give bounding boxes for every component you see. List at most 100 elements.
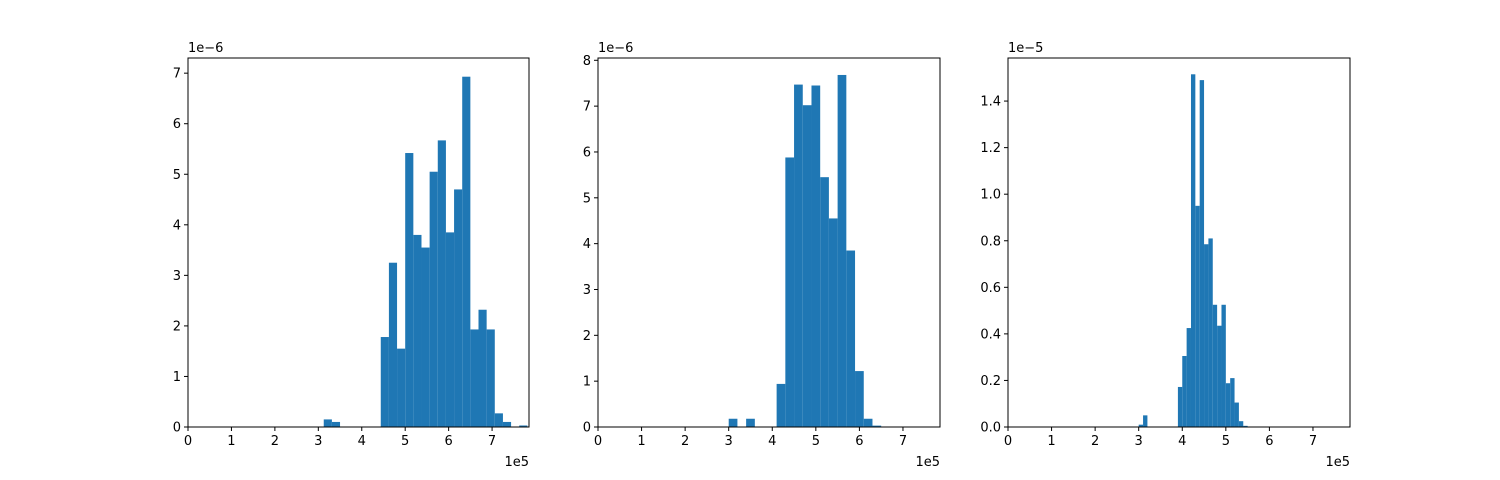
x-tick-label: 0: [1004, 434, 1012, 449]
histogram-bar: [863, 418, 873, 427]
histogram-bar: [454, 189, 463, 427]
histogram-bar: [728, 418, 738, 427]
y-offset-label: 1e−6: [188, 41, 223, 56]
histogram-bar: [445, 232, 455, 427]
histogram-bar: [820, 177, 829, 427]
x-offset-label: 1e5: [915, 455, 940, 470]
histogram-bar: [811, 85, 821, 427]
x-tick-label: 2: [271, 434, 279, 449]
histogram-bar: [785, 157, 795, 428]
x-tick-label: 5: [812, 434, 820, 449]
x-tick-label: 5: [401, 434, 409, 449]
histogram-bar: [1238, 421, 1244, 427]
histogram-bar: [1217, 325, 1222, 427]
y-tick-label: 0.6: [980, 281, 1001, 296]
histogram-bar: [413, 234, 422, 427]
y-tick-label: 1.4: [980, 95, 1001, 110]
histogram-bar: [502, 421, 512, 427]
histogram-bar: [437, 140, 446, 427]
histogram-bar: [470, 329, 479, 427]
x-tick-label: 0: [184, 434, 192, 449]
y-tick-label: 0.4: [980, 327, 1001, 342]
x-tick-label: 6: [1265, 434, 1273, 449]
histogram-bar: [746, 418, 755, 427]
histogram-bar: [1177, 386, 1183, 427]
y-tick-label: 1: [173, 370, 181, 385]
x-tick-label: 3: [314, 434, 322, 449]
histogram-bar: [794, 84, 803, 427]
histogram-bar: [855, 371, 864, 427]
x-tick-label: 0: [594, 434, 602, 449]
x-tick-label: 6: [855, 434, 863, 449]
x-tick-label: 1: [227, 434, 235, 449]
histogram-bar: [380, 337, 389, 427]
histogram-bar: [1208, 238, 1213, 427]
chart-panel-1: 0 1 2 3 4 5 6 7 0 1 2 3 4 5 6 7 1e−6 1e5: [173, 41, 530, 470]
histogram-bar: [1212, 304, 1218, 427]
y-offset-label: 1e−5: [1008, 41, 1043, 56]
histogram-bar: [1221, 304, 1226, 427]
x-tick-label: 1: [1047, 434, 1055, 449]
chart-panel-3: 0 1 2 3 4 5 6 7 0.0 0.2 0.4 0.6 0.8 1.0 1.2 1.4 1e−5 1e5: [980, 41, 1351, 470]
x-tick-label: 6: [444, 434, 452, 449]
histogram-bar: [1234, 402, 1239, 427]
y-tick-label: 2: [173, 319, 181, 334]
axes-frame: [187, 57, 530, 428]
x-offset-label: 1e5: [1325, 455, 1350, 470]
histogram-bar: [494, 413, 503, 427]
x-tick-label: 2: [681, 434, 689, 449]
y-tick-label: 3: [583, 283, 591, 298]
histogram-bar: [388, 262, 398, 427]
histogram-bars: [1138, 74, 1248, 427]
x-tick-label: 4: [1178, 434, 1186, 449]
axes-frame: [597, 57, 941, 428]
histogram-bar: [1138, 424, 1144, 427]
histogram-bar: [478, 309, 487, 427]
y-tick-label: 0.2: [980, 374, 1001, 389]
histogram-bar: [429, 171, 438, 427]
y-offset-label: 1e−6: [598, 41, 633, 56]
axes-frame: [1007, 57, 1351, 428]
y-tick-label: 6: [583, 145, 591, 160]
histogram-bar: [1243, 425, 1248, 427]
y-tick-label: 5: [173, 168, 181, 183]
y-tick-label: 0: [583, 421, 591, 436]
y-tick-label: 1: [583, 375, 591, 390]
histogram-bar: [486, 329, 495, 427]
histogram-bar: [802, 105, 812, 428]
histogram-bar: [421, 247, 430, 427]
histogram-bar: [462, 76, 471, 428]
histogram-bar: [1186, 328, 1191, 427]
histogram-bar: [872, 425, 882, 427]
y-tick-label: 6: [173, 117, 181, 132]
histogram-bar: [1182, 355, 1187, 427]
histogram-bar: [397, 348, 406, 427]
y-tick-label: 7: [173, 67, 181, 82]
histogram-bar: [331, 421, 341, 427]
x-tick-label: 4: [358, 434, 366, 449]
histogram-bar: [1143, 415, 1148, 427]
histogram-bar: [323, 419, 332, 427]
y-tick-label: 7: [583, 100, 591, 115]
histogram-bar: [1199, 80, 1205, 427]
y-tick-label: 8: [583, 54, 591, 69]
x-tick-label: 5: [1222, 434, 1230, 449]
y-tick-label: 1.2: [980, 141, 1001, 156]
x-tick-label: 4: [768, 434, 776, 449]
histogram-bar: [828, 218, 838, 427]
x-offset-label: 1e5: [504, 455, 529, 470]
x-tick-label: 7: [1309, 434, 1317, 449]
y-tick-label: 4: [173, 218, 181, 233]
histogram-bar: [846, 250, 856, 427]
chart-panel-2: 0 1 2 3 4 5 6 7 0 1 2 3 4 5 6 7 8 1e−6 1e5: [583, 41, 941, 470]
histogram-bar: [1230, 378, 1235, 427]
histogram-bar: [1204, 244, 1209, 427]
x-tick-label: 1: [637, 434, 645, 449]
histogram-bar: [405, 153, 414, 427]
histogram-bar: [1195, 205, 1200, 427]
y-tick-label: 1.0: [980, 188, 1001, 203]
y-tick-label: 0.8: [980, 234, 1001, 249]
histogram-bar: [519, 425, 528, 427]
x-tick-label: 7: [899, 434, 907, 449]
